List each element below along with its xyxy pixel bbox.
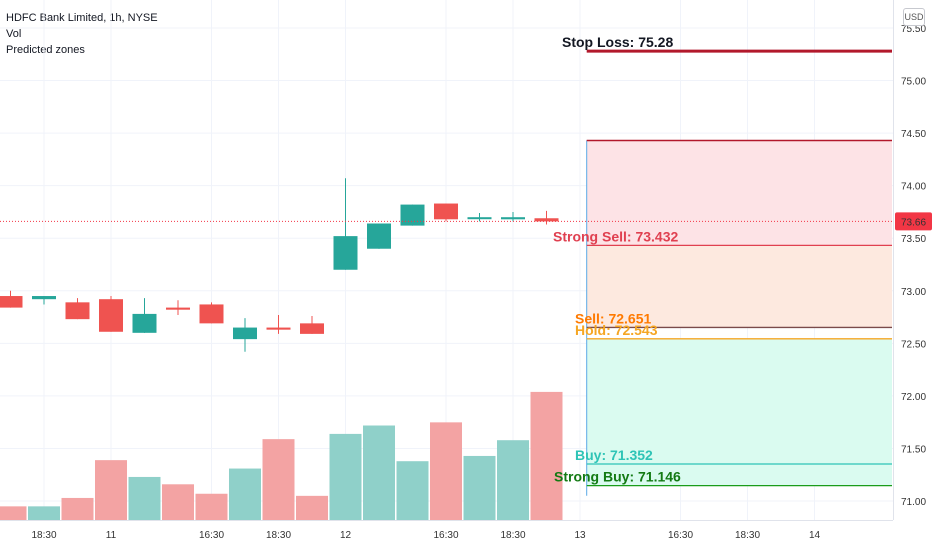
volume-bar: [530, 391, 563, 520]
time-tick-label: 11: [106, 530, 117, 541]
candle-body: [300, 323, 324, 334]
time-tick-label: 18:30: [31, 530, 56, 541]
zone-label[interactable]: Buy: 71.352: [575, 447, 653, 463]
volume-bar: [0, 506, 27, 520]
price-tick-label: 75.50: [901, 24, 926, 35]
volume-bars: [0, 391, 563, 520]
candle-body: [434, 203, 458, 220]
price-axis[interactable]: 71.00 71.50 72.00 72.50 73.00 73.50 74.00 74.50…: [893, 0, 932, 520]
candle-body: [166, 307, 190, 310]
zone-band: [586, 140, 892, 246]
candle-body: [266, 327, 291, 330]
time-tick-label: 16:30: [433, 530, 458, 541]
price-tick-label: 72.00: [901, 392, 926, 403]
volume-bar: [363, 425, 395, 520]
candle-body: [65, 302, 90, 320]
volume-bar: [497, 440, 529, 520]
volume-bar: [430, 422, 462, 520]
price-tick-label: 72.50: [901, 339, 926, 350]
candle-body: [32, 296, 56, 300]
time-tick-label: 12: [340, 530, 352, 541]
volume-bar: [95, 460, 127, 520]
candle-body: [467, 217, 492, 220]
legend-vol[interactable]: Vol: [6, 28, 22, 40]
volume-bar: [396, 461, 429, 520]
zone-label[interactable]: Sell: 72.651: [575, 310, 651, 326]
zone-band: [586, 245, 892, 328]
zone-bands: [586, 140, 892, 496]
volume-bar: [463, 455, 496, 520]
time-axis[interactable]: 18:30 11 16:30 18:30 12 16:30 18:30 13 16:30 18:3…: [0, 520, 893, 542]
last-price-badge: [895, 212, 932, 231]
candle-body: [99, 299, 123, 332]
price-tick-label: 75.00: [901, 77, 926, 88]
volume-bar: [28, 506, 60, 520]
candle-body: [233, 327, 257, 340]
candle-body: [501, 217, 525, 220]
time-tick-label: 18:30: [500, 530, 525, 541]
volume-bar: [329, 433, 362, 520]
zone-label[interactable]: Strong Sell: 73.432: [553, 228, 678, 244]
price-tick-label: 73.50: [901, 234, 926, 245]
volume-bar: [229, 468, 261, 520]
candle-body: [534, 218, 559, 222]
candle-body: [0, 296, 23, 308]
time-tick-label: 18:30: [735, 530, 760, 541]
candle-body: [199, 304, 224, 324]
time-tick-label: 14: [809, 530, 821, 541]
price-tick-label: 74.00: [901, 182, 926, 193]
zone-lines: Stop Loss: 75.28 Strong Sell: 73.432 Sell:…: [553, 34, 892, 487]
last-price-label: 73.66: [901, 217, 926, 228]
candle-body: [367, 223, 391, 249]
zone-band: [586, 338, 892, 486]
zone-label[interactable]: Stop Loss: 75.28: [562, 34, 673, 50]
price-tick-label: 74.50: [901, 129, 926, 140]
candles: [0, 178, 893, 352]
price-tick-label: 73.00: [901, 287, 926, 298]
time-tick-label: 16:30: [199, 530, 224, 541]
volume-bar: [296, 495, 328, 520]
price-tick-label: 71.50: [901, 444, 926, 455]
volume-bar: [262, 439, 295, 520]
price-tick-label: 71.00: [901, 497, 926, 508]
currency-badge[interactable]: USD: [903, 8, 925, 26]
candle-body: [400, 204, 425, 226]
time-tick-label: 18:30: [266, 530, 291, 541]
volume-bar: [128, 476, 161, 520]
legend-zones[interactable]: Predicted zones: [6, 44, 85, 56]
candle-body: [132, 313, 157, 333]
zone-label[interactable]: Hold: 72.543: [575, 322, 658, 338]
volume-bar: [61, 497, 94, 520]
volume-bar: [195, 493, 228, 520]
zone-label[interactable]: Strong Buy: 71.146: [554, 469, 681, 485]
volume-bar: [162, 484, 194, 520]
time-tick-label: 16:30: [668, 530, 693, 541]
time-tick-label: 13: [574, 530, 586, 541]
candle-body: [333, 236, 358, 270]
